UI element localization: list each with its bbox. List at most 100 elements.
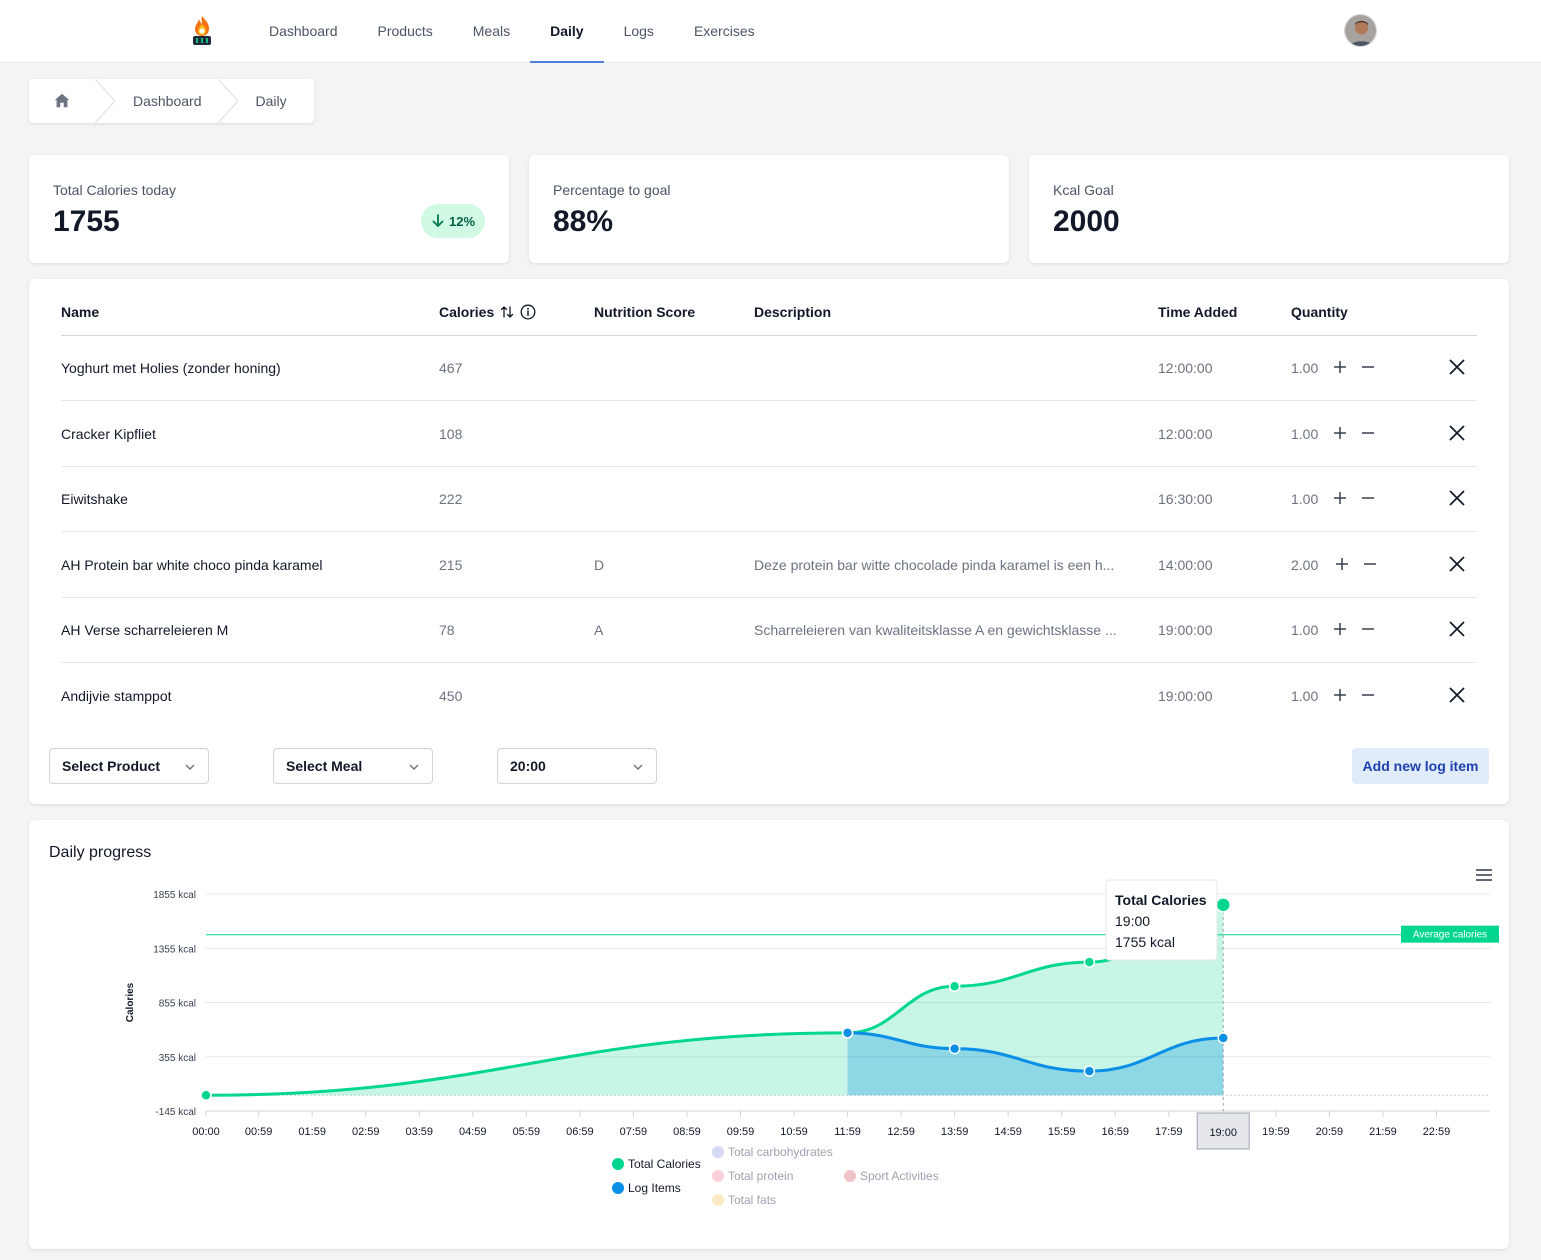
log-items-line — [847, 1031, 1224, 1073]
stat-card-kcal-goal: Kcal Goal 2000 — [1029, 155, 1509, 263]
x-tick-label: 00:59 — [245, 1126, 273, 1138]
user-avatar[interactable] — [1344, 14, 1377, 47]
delete-row-button[interactable] — [1446, 618, 1468, 640]
legend-item-log-items[interactable]: Log Items — [612, 1181, 681, 1195]
row-time-added: 19:00:00 — [1158, 687, 1213, 704]
row-description: Deze protein bar witte chocolade pinda k… — [754, 556, 1115, 573]
top-navigation: Dashboard Products Meals Daily Logs Exercises — [0, 0, 1541, 63]
y-axis-label: Calories — [125, 982, 136, 1022]
log-items-point — [948, 1042, 961, 1055]
crosshair-x-label: 19:00 — [1196, 1112, 1250, 1150]
delete-row-button[interactable] — [1446, 487, 1468, 509]
increase-quantity-button[interactable] — [1331, 489, 1349, 507]
x-tick-label: 11:59 — [834, 1126, 861, 1138]
column-header-nutrition-score: Nutrition Score — [594, 304, 696, 320]
decrease-quantity-button[interactable] — [1361, 555, 1379, 573]
table-header: Name Calories Nutrition Score Descriptio… — [61, 279, 1477, 336]
legend-label: Total Calories — [628, 1157, 701, 1171]
y-tick-label: 1855 kcal — [153, 890, 196, 901]
legend-label: Sport Activities — [860, 1169, 939, 1183]
time-dropdown[interactable]: 20:00 — [497, 748, 657, 784]
column-header-quantity: Quantity — [1291, 304, 1348, 320]
x-tick-label: 13:59 — [941, 1126, 969, 1138]
row-quantity: 2.00 — [1291, 556, 1319, 573]
row-quantity: 1.00 — [1291, 360, 1319, 376]
decrease-quantity-button[interactable] — [1359, 358, 1377, 376]
breadcrumb-home[interactable] — [29, 79, 95, 123]
fire-logo-icon[interactable] — [188, 14, 216, 46]
column-header-calories[interactable]: Calories — [439, 304, 536, 320]
x-tick-label: 03:59 — [405, 1126, 433, 1138]
breadcrumb-dashboard[interactable]: Dashboard — [133, 93, 202, 109]
chevron-down-icon — [185, 764, 195, 770]
x-tick-label: 05:59 — [513, 1126, 541, 1138]
nav-logs[interactable]: Logs — [623, 23, 654, 39]
nav-products[interactable]: Products — [377, 23, 433, 39]
decrease-quantity-button[interactable] — [1359, 489, 1377, 507]
row-name: Andijvie stamppot — [61, 687, 172, 704]
info-icon[interactable] — [520, 304, 536, 320]
nav-exercises[interactable]: Exercises — [693, 23, 755, 39]
total-calories-point — [200, 1089, 212, 1102]
row-calories: 450 — [439, 687, 463, 704]
delete-row-button[interactable] — [1446, 422, 1468, 444]
stat-label: Percentage to goal — [553, 182, 671, 198]
total-calories-point — [1083, 956, 1096, 968]
add-log-item-button[interactable]: Add new log item — [1352, 748, 1489, 784]
tooltip-bg — [1105, 879, 1218, 961]
stat-value: 88% — [553, 205, 614, 238]
legend-item-total-calories[interactable]: Total Calories — [612, 1157, 701, 1171]
row-quantity: 1.00 — [1291, 622, 1319, 638]
legend-item-total-fats[interactable]: Total fats — [712, 1193, 776, 1207]
stat-value: 2000 — [1053, 205, 1120, 238]
delete-row-button[interactable] — [1446, 684, 1468, 706]
x-tick-label: 15:59 — [1048, 1126, 1076, 1138]
legend-item-total-carbohydrates[interactable]: Total carbohydrates — [712, 1145, 833, 1159]
nav-dashboard[interactable]: Dashboard — [269, 23, 338, 39]
sort-icon[interactable] — [500, 305, 514, 319]
row-calories: 108 — [439, 425, 463, 442]
time-label: 20:00 — [510, 758, 546, 774]
total-calories-point — [948, 980, 961, 992]
legend-label: Total protein — [728, 1169, 793, 1183]
breadcrumb-separator — [95, 79, 115, 123]
column-header-name: Name — [61, 304, 100, 320]
row-name: AH Protein bar white choco pinda karamel — [61, 556, 323, 573]
x-tick-label: 20:59 — [1316, 1126, 1344, 1138]
avatar-icon — [1345, 15, 1376, 46]
breadcrumb-separator — [217, 79, 238, 123]
x-tick-label: 02:59 — [352, 1126, 380, 1138]
select-product-dropdown[interactable]: Select Product — [49, 748, 209, 784]
increase-quantity-button[interactable] — [1331, 620, 1349, 638]
table-row: Andijvie stamppot 450 19:00:00 1.00 — [61, 664, 1477, 729]
delete-row-button[interactable] — [1446, 553, 1468, 575]
total-calories-area — [206, 904, 1224, 1096]
increase-quantity-button[interactable] — [1331, 686, 1349, 704]
legend-item-total-protein[interactable]: Total protein — [712, 1169, 793, 1183]
x-tick-label: 09:59 — [727, 1126, 755, 1138]
select-meal-dropdown[interactable]: Select Meal — [273, 748, 433, 784]
row-quantity: 1.00 — [1291, 687, 1319, 704]
delete-row-button[interactable] — [1446, 356, 1468, 378]
legend-marker — [712, 1170, 724, 1182]
row-name: AH Verse scharreleieren M — [61, 622, 229, 638]
decrease-quantity-button[interactable] — [1359, 424, 1377, 442]
increase-quantity-button[interactable] — [1331, 424, 1349, 442]
row-name: Cracker Kipfliet — [61, 425, 156, 442]
x-tick-label: 17:59 — [1155, 1126, 1183, 1138]
increase-quantity-button[interactable] — [1331, 358, 1349, 376]
column-header-time-added: Time Added — [1158, 304, 1238, 320]
chart-menu-icon[interactable] — [1475, 868, 1493, 882]
increase-quantity-button[interactable] — [1333, 555, 1351, 573]
breadcrumb-daily[interactable]: Daily — [255, 93, 287, 109]
nav-daily[interactable]: Daily — [530, 0, 605, 63]
x-tick-label: 06:59 — [566, 1126, 594, 1138]
daily-progress-card: Daily progress 1855 kcal 1355 kcal 855 kca… — [29, 820, 1509, 1249]
decrease-quantity-button[interactable] — [1359, 620, 1377, 638]
nav-meals[interactable]: Meals — [472, 23, 511, 39]
table-row: AH Protein bar white choco pinda karamel… — [61, 533, 1477, 598]
y-tick-label: 355 kcal — [159, 1053, 196, 1064]
decrease-quantity-button[interactable] — [1359, 686, 1377, 704]
chevron-down-icon — [633, 764, 643, 770]
legend-item-sport-activities[interactable]: Sport Activities — [844, 1169, 939, 1183]
